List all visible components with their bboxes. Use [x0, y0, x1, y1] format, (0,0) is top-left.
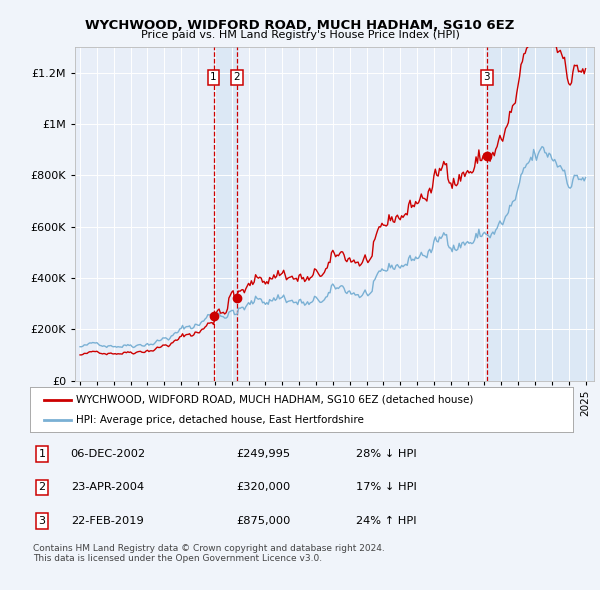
Text: 06-DEC-2002: 06-DEC-2002: [71, 449, 146, 459]
Text: 22-FEB-2019: 22-FEB-2019: [71, 516, 143, 526]
Text: 2: 2: [38, 483, 46, 492]
Bar: [214, 47, 237, 381]
Text: 28% ↓ HPI: 28% ↓ HPI: [356, 449, 416, 459]
Text: 2: 2: [233, 72, 240, 82]
Bar: [487, 47, 594, 381]
Text: HPI: Average price, detached house, East Hertfordshire: HPI: Average price, detached house, East…: [76, 415, 364, 425]
Text: £320,000: £320,000: [236, 483, 290, 492]
Text: WYCHWOOD, WIDFORD ROAD, MUCH HADHAM, SG10 6EZ (detached house): WYCHWOOD, WIDFORD ROAD, MUCH HADHAM, SG1…: [76, 395, 473, 405]
Text: 24% ↑ HPI: 24% ↑ HPI: [356, 516, 416, 526]
Text: WYCHWOOD, WIDFORD ROAD, MUCH HADHAM, SG10 6EZ: WYCHWOOD, WIDFORD ROAD, MUCH HADHAM, SG1…: [85, 19, 515, 32]
Text: 17% ↓ HPI: 17% ↓ HPI: [356, 483, 416, 492]
Text: Contains HM Land Registry data © Crown copyright and database right 2024.
This d: Contains HM Land Registry data © Crown c…: [33, 544, 385, 563]
Text: 23-APR-2004: 23-APR-2004: [71, 483, 144, 492]
Text: 3: 3: [484, 72, 490, 82]
Text: Price paid vs. HM Land Registry's House Price Index (HPI): Price paid vs. HM Land Registry's House …: [140, 30, 460, 40]
Text: 1: 1: [210, 72, 217, 82]
Text: 3: 3: [38, 516, 46, 526]
Text: £249,995: £249,995: [236, 449, 290, 459]
Text: 1: 1: [38, 449, 46, 459]
Text: £875,000: £875,000: [236, 516, 291, 526]
